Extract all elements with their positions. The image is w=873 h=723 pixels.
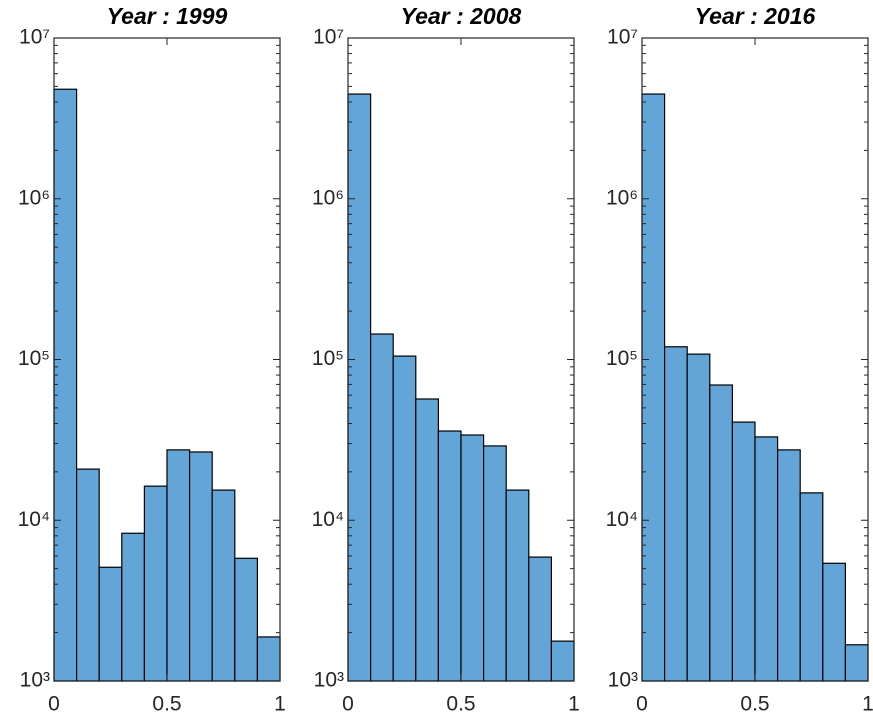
- axes-box: [641, 37, 869, 682]
- y-tick-label: 10³: [20, 669, 50, 692]
- bar: [641, 93, 666, 682]
- bar: [550, 640, 575, 682]
- y-tick-label: 10³: [608, 669, 638, 692]
- x-tick-label: 1: [274, 693, 286, 716]
- y-tick-label: 10⁵: [312, 347, 344, 370]
- y-tick-label: 10⁴: [606, 508, 638, 531]
- y-tick-label: 10⁷: [19, 26, 50, 49]
- y-tick-label: 10⁴: [312, 508, 344, 531]
- y-tick-label: 10⁴: [18, 508, 50, 531]
- x-tick-label: 0: [48, 693, 60, 716]
- x-tick-label: 1: [862, 693, 873, 716]
- bar: [754, 436, 779, 682]
- bar: [528, 556, 552, 682]
- y-tick-label: 10⁶: [606, 186, 638, 209]
- bar: [166, 449, 191, 682]
- y-tick-label: 10³: [314, 669, 344, 692]
- axes-box: [53, 37, 281, 682]
- axes-box: [347, 37, 575, 682]
- y-tick-label: 10⁷: [607, 26, 638, 49]
- y-tick-label: 10⁶: [312, 186, 344, 209]
- chart-title: Year : 1999: [107, 3, 228, 29]
- x-tick-label: 0.5: [152, 693, 181, 716]
- bar: [460, 434, 485, 682]
- bar: [415, 398, 439, 682]
- bar: [256, 636, 281, 682]
- chart-title: Year : 2008: [401, 3, 522, 29]
- bar: [663, 346, 688, 682]
- bar: [822, 562, 846, 682]
- bar: [505, 489, 530, 682]
- bar: [347, 93, 372, 682]
- bar: [121, 532, 146, 682]
- bar: [53, 88, 78, 682]
- y-tick-label: 10⁷: [313, 26, 344, 49]
- bar: [686, 353, 711, 682]
- bar: [234, 557, 259, 682]
- x-tick-label: 0: [342, 693, 354, 716]
- bar: [75, 468, 100, 682]
- bar: [799, 492, 824, 682]
- bar: [189, 451, 213, 682]
- bar: [844, 644, 869, 682]
- y-tick-label: 10⁶: [18, 186, 50, 209]
- y-tick-label: 10⁵: [18, 347, 50, 370]
- bar: [211, 489, 236, 682]
- bar: [731, 421, 756, 682]
- bar: [776, 449, 801, 682]
- bar: [709, 384, 733, 682]
- bar: [437, 430, 462, 682]
- bar: [483, 445, 507, 682]
- bar: [143, 485, 168, 682]
- x-tick-label: 0: [636, 693, 648, 716]
- x-tick-label: 0.5: [740, 693, 769, 716]
- x-tick-label: 1: [568, 693, 580, 716]
- x-tick-label: 0.5: [446, 693, 475, 716]
- bar: [392, 355, 417, 682]
- bar: [370, 333, 394, 682]
- y-tick-label: 10⁵: [606, 347, 638, 370]
- bar: [98, 566, 123, 682]
- chart-title: Year : 2016: [695, 3, 816, 29]
